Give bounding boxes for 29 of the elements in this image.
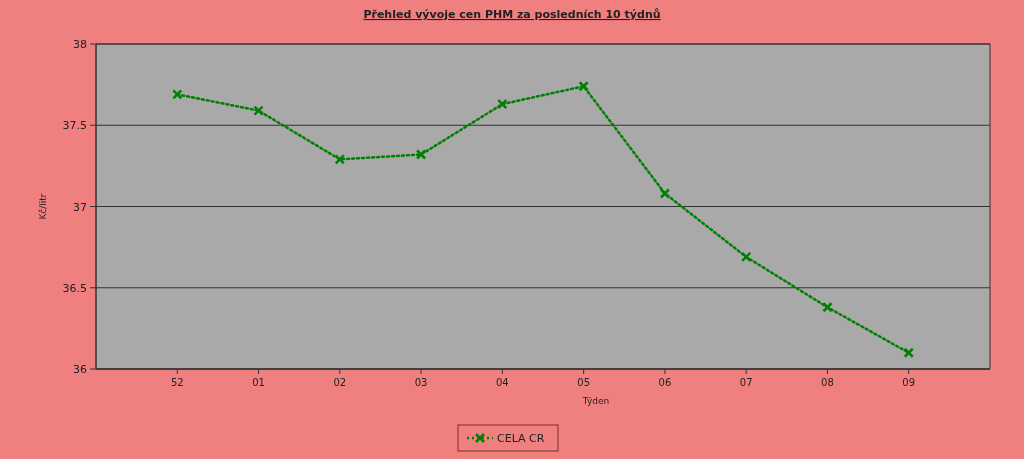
point [334, 154, 346, 165]
x-tick-label: 07 [739, 377, 753, 388]
x-tick-label: 08 [821, 377, 834, 388]
point [740, 251, 752, 263]
point [822, 302, 833, 313]
point [497, 98, 508, 110]
x-tick-label: 01 [252, 377, 265, 388]
y-tick-label: 37.5 [62, 119, 87, 133]
x-tick-label: 04 [496, 377, 509, 388]
chart-title: Přehled vývoje cen PHM za posledních 10 týdnů [363, 8, 661, 21]
y-tick-label: 37 [73, 200, 87, 214]
y-axis-title: Kč/litr [38, 193, 48, 220]
point [903, 347, 914, 358]
x-tick-label: 05 [577, 377, 590, 388]
point [415, 149, 427, 160]
x-tick-label: 09 [902, 377, 916, 388]
x-tick-label: 03 [414, 377, 428, 388]
x-axis-title: Týden [581, 396, 610, 406]
point [578, 81, 589, 92]
legend-label: CELA CR [497, 432, 545, 445]
x-tick-label: 02 [333, 377, 347, 388]
x-tick-label: 52 [170, 377, 184, 388]
point [659, 188, 671, 199]
x-tick-label: 06 [658, 377, 672, 388]
y-tick-label: 36.5 [62, 281, 87, 295]
point [172, 89, 183, 100]
y-tick-label: 36 [73, 363, 87, 376]
point [253, 105, 264, 116]
y-tick-label: 38 [73, 38, 87, 51]
